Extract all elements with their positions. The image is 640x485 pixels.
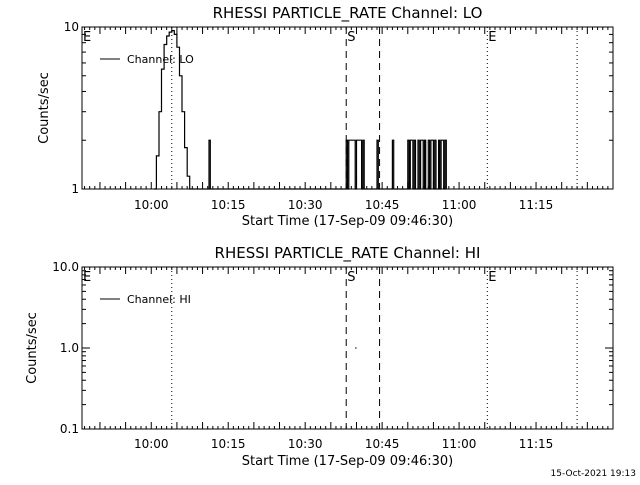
x-axis-label: Start Time (17-Sep-09 09:46:30) — [242, 454, 453, 469]
legend-label: Channel: LO — [127, 53, 194, 66]
chart-title: RHESSI PARTICLE_RATE Channel: LO — [213, 4, 483, 23]
x-tick-label: 10:15 — [211, 437, 246, 451]
x-tick-label: 10:00 — [134, 437, 169, 451]
marker-label: S — [347, 270, 355, 285]
footer-timestamp: 15-Oct-2021 19:13 — [551, 469, 636, 479]
chart-lo-panel: RHESSI PARTICLE_RATE Channel: LO 10:00 10:… — [37, 4, 614, 229]
x-tick-label: 10:45 — [365, 437, 400, 451]
marker-label: S — [347, 30, 355, 45]
y-tick-label: 0.1 — [60, 422, 79, 436]
x-tick-label: 11:00 — [442, 437, 477, 451]
x-tick-label: 10:00 — [134, 198, 169, 212]
x-tick-label: 11:15 — [519, 437, 554, 451]
x-tick-label: 10:30 — [288, 437, 323, 451]
x-tick-label: 11:15 — [519, 198, 554, 212]
y-tick-label: 1 — [71, 182, 79, 196]
y-tick-label: 10.0 — [52, 260, 79, 274]
x-axis-label: Start Time (17-Sep-09 09:46:30) — [242, 214, 453, 229]
y-tick-label: 1.0 — [60, 341, 79, 355]
y-axis-label: Counts/sec — [25, 312, 40, 384]
x-tick-label: 11:00 — [442, 198, 477, 212]
marker-label: E — [83, 30, 91, 45]
marker-label: E — [83, 270, 91, 285]
marker-label: E — [488, 30, 496, 45]
series-line-lo — [153, 30, 447, 190]
chart-title: RHESSI PARTICLE_RATE Channel: HI — [215, 244, 481, 263]
y-tick-label: 10 — [64, 20, 79, 34]
chart-hi-panel: RHESSI PARTICLE_RATE Channel: HI 10:00 10:… — [25, 244, 614, 469]
y-axis-label: Counts/sec — [37, 72, 52, 144]
plot-frame — [81, 266, 614, 430]
x-tick-label: 10:15 — [211, 198, 246, 212]
legend-label: Channel: HI — [127, 293, 191, 306]
x-tick-label: 10:45 — [365, 198, 400, 212]
marker-label: E — [488, 270, 496, 285]
x-tick-label: 10:30 — [288, 198, 323, 212]
